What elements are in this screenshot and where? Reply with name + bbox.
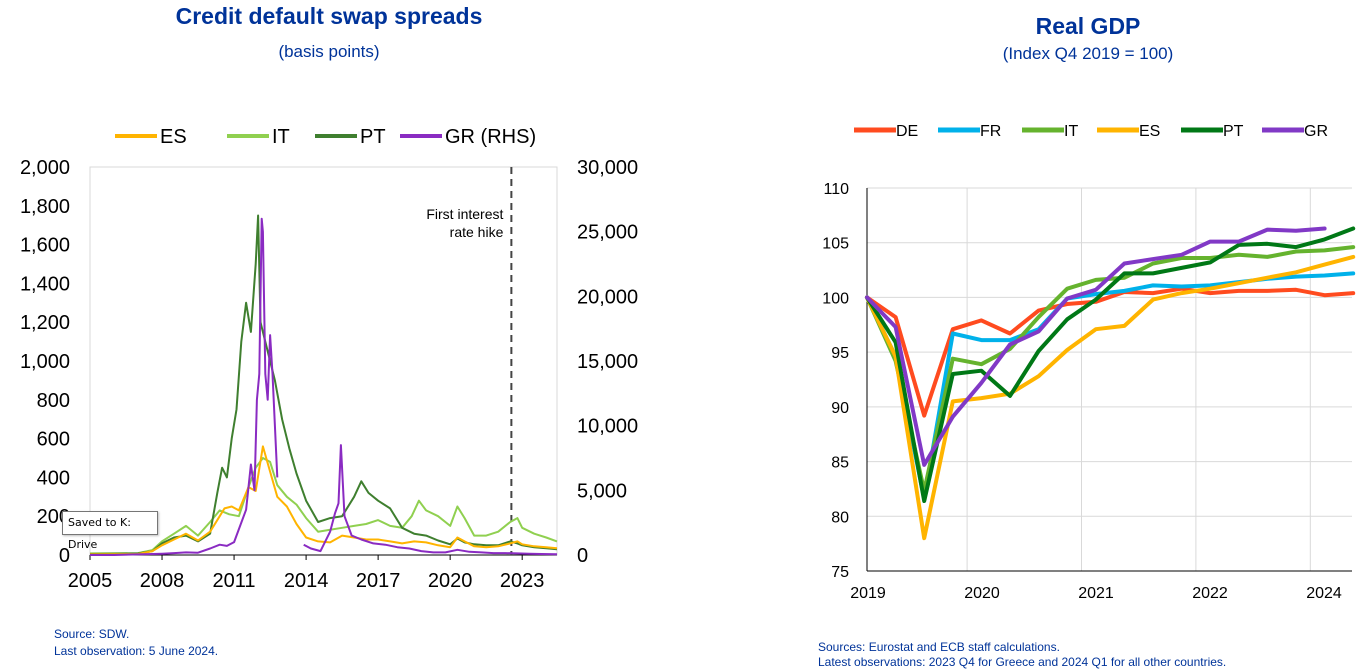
gdp-legend-label-fr: FR xyxy=(980,123,1001,140)
gdp-y-tick-label: 90 xyxy=(831,400,849,417)
cds-legend-label-it: IT xyxy=(272,126,290,148)
cds-y-left-tick-label: 1,800 xyxy=(20,196,70,218)
gdp-series-line-de xyxy=(865,286,1356,418)
cds-y-right-tick-label: 10,000 xyxy=(577,416,638,438)
cds-series-line-it xyxy=(89,457,558,555)
gdp-series-line-pt xyxy=(865,226,1356,503)
gdp-legend-label-de: DE xyxy=(896,123,918,140)
cds-y-left-tick-label: 2,000 xyxy=(20,157,70,179)
cds-x-tick-label: 2017 xyxy=(356,570,401,592)
cds-legend-label-es: ES xyxy=(160,126,187,148)
rate-hike-annotation-line2: rate hike xyxy=(450,224,504,240)
cds-series-line-pt xyxy=(89,214,558,555)
gdp-x-tick-label: 2024 xyxy=(1306,585,1342,602)
cds-series-line-es xyxy=(89,445,558,556)
cds-y-right-tick-label: 5,000 xyxy=(577,480,627,502)
gdp-sources-note: Sources: Eurostat and ECB staff calculat… xyxy=(818,640,1060,654)
cds-x-tick-label: 2005 xyxy=(68,570,113,592)
gdp-legend-label-pt: PT xyxy=(1223,123,1244,140)
gdp-x-tick-label: 2020 xyxy=(964,585,1000,602)
cds-chart-subtitle: (basis points) xyxy=(278,42,379,61)
gdp-legend-label-it: IT xyxy=(1064,123,1078,140)
gdp-y-tick-label: 95 xyxy=(831,345,849,362)
gdp-x-tick-label: 2021 xyxy=(1078,585,1114,602)
cds-legend-label-pt: PT xyxy=(360,126,386,148)
cds-y-left-tick-label: 400 xyxy=(37,467,70,489)
saved-to-drive-tooltip: Saved to K: Drive xyxy=(62,511,158,551)
cds-source-note: Source: SDW. xyxy=(54,627,129,641)
gdp-y-tick-label: 85 xyxy=(831,455,849,472)
cds-chart-title: Credit default swap spreads xyxy=(176,3,483,29)
cds-x-tick-label: 2014 xyxy=(284,570,329,592)
gdp-series-line-gr xyxy=(865,226,1327,467)
cds-y-left-tick-label: 1,400 xyxy=(20,273,70,295)
cds-y-left-tick-label: 1,600 xyxy=(20,235,70,257)
cds-last-observation-note: Last observation: 5 June 2024. xyxy=(54,644,218,658)
cds-y-right-tick-label: 25,000 xyxy=(577,222,638,244)
gdp-plot-area: 75 80 85 90 95 100 105 110 2019 2020 2021 2022 2024 xyxy=(822,181,1356,602)
cds-y-left-tick-label: 600 xyxy=(37,429,70,451)
gdp-y-tick-label: 80 xyxy=(831,509,849,526)
gdp-chart-title: Real GDP xyxy=(1036,13,1141,39)
cds-y-right-tick-label: 0 xyxy=(577,545,588,567)
gdp-legend: DE FR IT ES PT GR xyxy=(854,123,1328,140)
gdp-y-tick-label: 75 xyxy=(831,564,849,581)
cds-x-tick-label: 2020 xyxy=(428,570,473,592)
rate-hike-annotation-line1: First interest xyxy=(426,206,503,222)
cds-y-left-tick-label: 800 xyxy=(37,390,70,412)
cds-legend: ES IT PT GR (RHS) xyxy=(115,126,536,148)
cds-y-left-tick-label: 0 xyxy=(59,545,70,567)
gdp-latest-observations-note: Latest observations: 2023 Q4 for Greece … xyxy=(818,655,1226,669)
cds-series-line-gr xyxy=(90,217,558,556)
gdp-chart-subtitle: (Index Q4 2019 = 100) xyxy=(1003,44,1174,63)
cds-y-right-tick-label: 30,000 xyxy=(577,157,638,179)
cds-x-tick-label: 2023 xyxy=(500,570,545,592)
gdp-y-tick-label: 110 xyxy=(823,181,849,198)
cds-y-left-tick-label: 1,200 xyxy=(20,312,70,334)
gdp-legend-label-es: ES xyxy=(1139,123,1160,140)
cds-x-tick-label: 2011 xyxy=(213,570,256,592)
gdp-y-tick-label: 105 xyxy=(822,236,849,253)
cds-y-right-tick-label: 15,000 xyxy=(577,351,638,373)
cds-y-left-tick-label: 200 xyxy=(37,506,70,528)
cds-plot-area: 0 200 400 600 800 1,000 1,200 1,400 1,600 1,800 2,… xyxy=(20,157,638,592)
cds-y-left-tick-label: 1,000 xyxy=(20,351,70,373)
gdp-x-tick-label: 2022 xyxy=(1192,585,1228,602)
cds-y-right-tick-label: 20,000 xyxy=(577,286,638,308)
gdp-legend-label-gr: GR xyxy=(1304,123,1328,140)
gdp-y-tick-label: 100 xyxy=(822,290,849,307)
cds-legend-label-gr: GR (RHS) xyxy=(445,126,536,148)
cds-x-tick-label: 2008 xyxy=(140,570,185,592)
gdp-x-tick-label: 2019 xyxy=(850,585,886,602)
